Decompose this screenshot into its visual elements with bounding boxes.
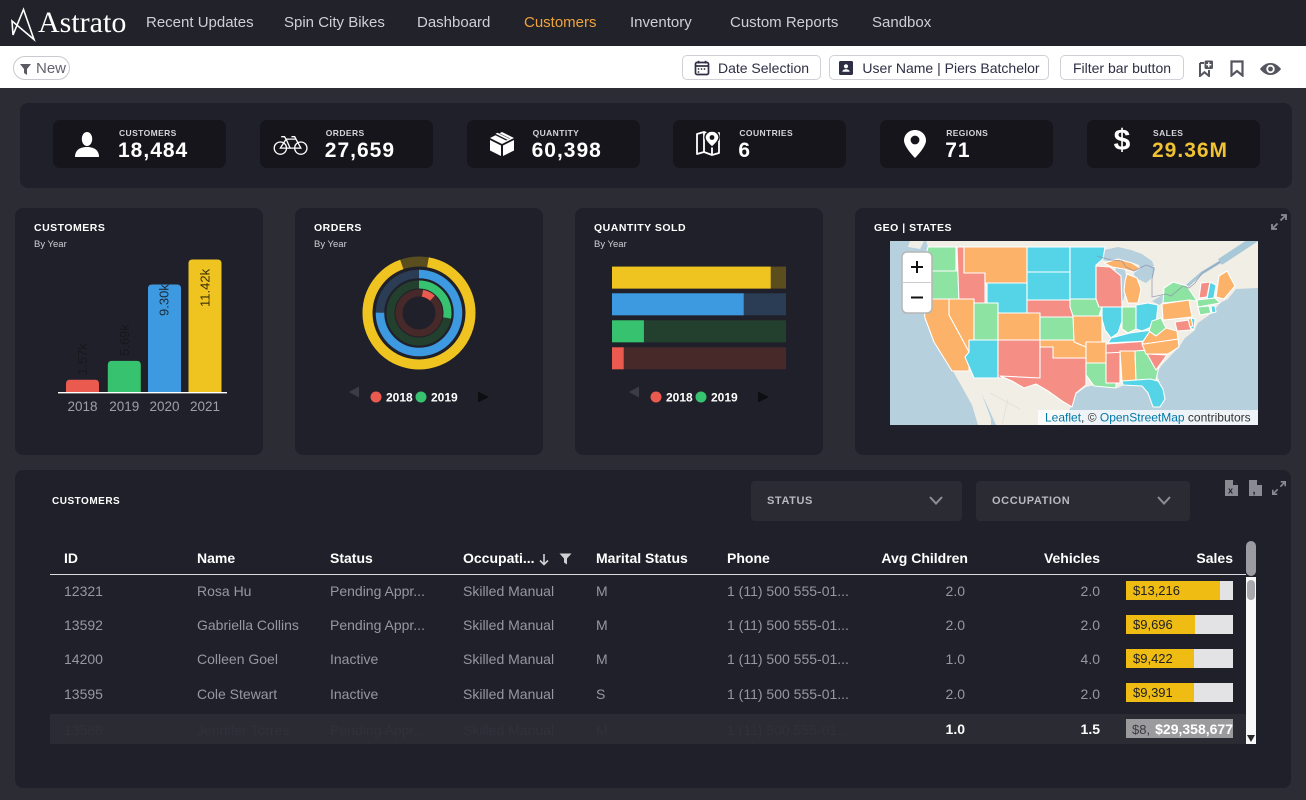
svg-text:x: x	[1228, 486, 1233, 496]
svg-text:Leaflet, © OpenStreetMap contr: Leaflet, © OpenStreetMap contributors	[1045, 411, 1251, 425]
svg-text:2019: 2019	[109, 399, 139, 414]
svg-text:11.42k: 11.42k	[198, 268, 213, 307]
svg-text:9.30k: 9.30k	[157, 284, 172, 316]
svg-text:2019: 2019	[431, 391, 458, 405]
svg-text:2018: 2018	[386, 391, 413, 405]
svg-text:5.69k: 5.69k	[117, 324, 132, 356]
svg-text:2019: 2019	[711, 391, 738, 405]
svg-text:2020: 2020	[149, 399, 179, 414]
svg-text:2021: 2021	[190, 399, 220, 414]
svg-text:1.57k: 1.57k	[75, 343, 90, 375]
svg-text:,: ,	[1253, 485, 1256, 497]
svg-text:2018: 2018	[666, 391, 693, 405]
svg-text:2018: 2018	[67, 399, 97, 414]
